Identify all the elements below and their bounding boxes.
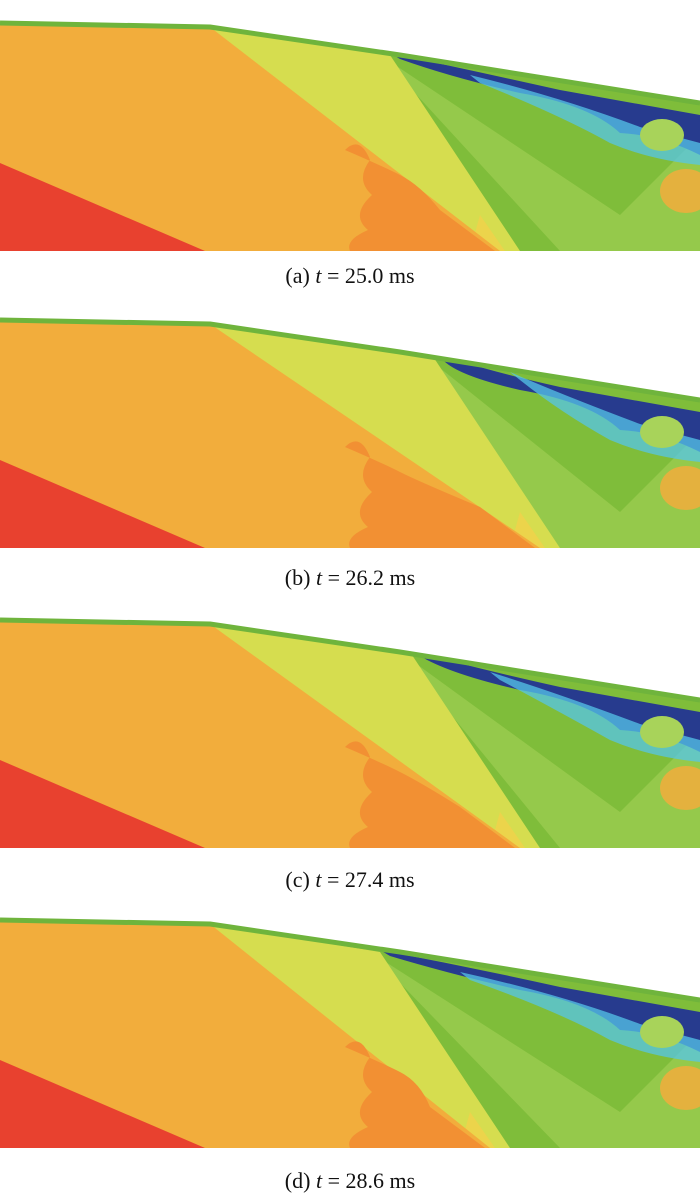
caption-c-time: 27.4 ms [344, 867, 415, 892]
caption-b-time: 26.2 ms [345, 565, 416, 590]
field-light-green-band [370, 952, 700, 1148]
field-pocket-green [640, 416, 684, 448]
contour-panel-b [0, 312, 700, 548]
caption-d-label: (d) [284, 1168, 311, 1193]
field-pocket-orange [660, 466, 700, 510]
caption-b-t-symbol: t [315, 565, 323, 590]
field-dark-orange-patch [345, 1041, 485, 1148]
top-surface-edge [0, 317, 700, 403]
caption-b-equals: = [327, 565, 340, 590]
field-pocket-green [640, 716, 684, 748]
field-red-region [0, 460, 205, 548]
caption-a-time: 25.0 ms [344, 263, 415, 288]
field-dark-orange-patch [345, 441, 535, 548]
caption-c-t-symbol: t [315, 867, 322, 892]
caption-d-equals: = [327, 1168, 340, 1193]
field-pocket-orange [660, 1066, 700, 1110]
field-cyan-band [470, 75, 700, 165]
contour-field [0, 620, 700, 848]
top-surface-edge [0, 917, 700, 1003]
caption-c-label: (c) [285, 867, 310, 892]
contour-plot-b [0, 317, 700, 548]
contour-field [0, 320, 700, 548]
field-light-green-band [420, 352, 700, 548]
caption-c-equals: = [326, 867, 340, 892]
field-cyan-band [460, 972, 700, 1062]
top-surface-edge [0, 617, 700, 703]
field-pocket-green [640, 1016, 684, 1048]
field-pocket-orange [660, 766, 700, 810]
contour-field [0, 23, 700, 251]
field-dark-orange-patch [345, 741, 515, 848]
field-light-green-band [400, 652, 700, 848]
caption-a-label: (a) [285, 263, 310, 288]
caption-d-time: 28.6 ms [345, 1168, 416, 1193]
caption-b: (b) t = 26.2 ms [0, 564, 700, 592]
contour-plot-c [0, 617, 700, 848]
caption-a-equals: = [326, 263, 340, 288]
field-red-region [0, 1060, 205, 1148]
caption-a-t-symbol: t [315, 263, 322, 288]
field-light-green-band [380, 55, 700, 251]
contour-plot-d [0, 917, 700, 1148]
field-orange-region [0, 920, 490, 1148]
caption-c: (c) t = 27.4 ms [0, 866, 700, 894]
contour-panel-a [0, 15, 700, 251]
field-dark-orange-patch [345, 144, 495, 251]
caption-d: (d) t = 28.6 ms [0, 1167, 700, 1195]
contour-field [0, 920, 700, 1148]
caption-b-label: (b) [284, 565, 311, 590]
field-red-region [0, 163, 205, 251]
contour-plot-a [0, 20, 700, 251]
contour-panel-c [0, 612, 700, 848]
caption-d-t-symbol: t [315, 1168, 323, 1193]
field-pocket-green [640, 119, 684, 151]
top-surface-edge [0, 20, 700, 106]
field-red-region [0, 760, 205, 848]
caption-a: (a) t = 25.0 ms [0, 262, 700, 290]
contour-panel-d [0, 912, 700, 1148]
field-pocket-orange [660, 169, 700, 213]
